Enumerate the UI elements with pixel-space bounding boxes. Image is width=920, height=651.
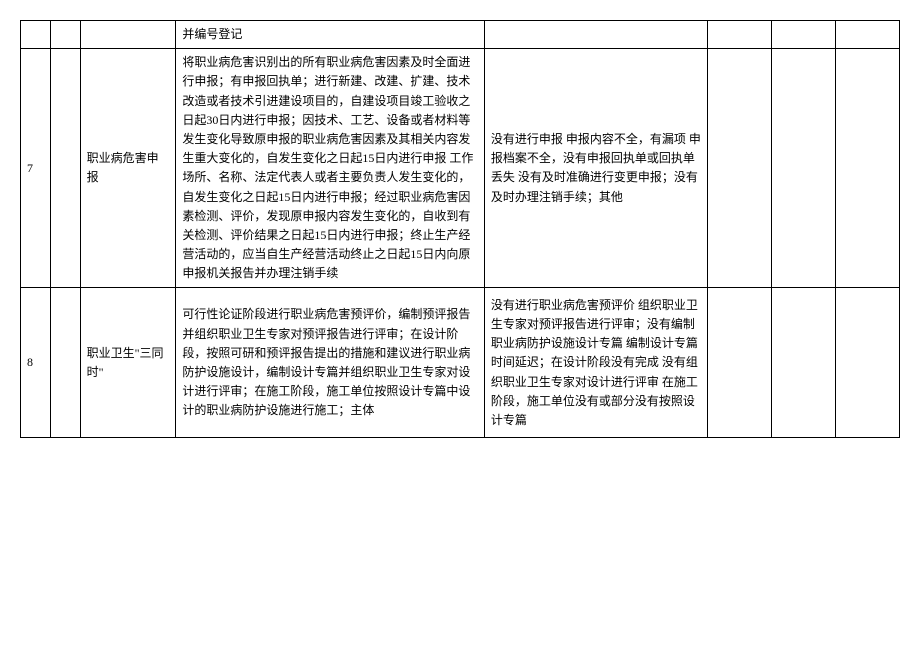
cell-content: 可行性论证阶段进行职业病危害预评价，编制预评报告并组织职业卫生专家对预评报告进行… — [176, 288, 485, 438]
cell-e2 — [772, 49, 836, 288]
cell-e2 — [772, 288, 836, 438]
cell-e3 — [836, 21, 900, 49]
cell-content: 并编号登记 — [176, 21, 485, 49]
main-table: 并编号登记 7 职业病危害申报 将职业病危害识别出的所有职业病危害因素及时全面进… — [20, 20, 900, 438]
table-row: 8 职业卫生"三同时" 可行性论证阶段进行职业病危害预评价，编制预评报告并组织职… — [21, 288, 900, 438]
page-container: 并编号登记 7 职业病危害申报 将职业病危害识别出的所有职业病危害因素及时全面进… — [20, 20, 900, 438]
cell-issue: 没有进行申报 申报内容不全，有漏项 申报档案不全，没有申报回执单或回执单丢失 没… — [484, 49, 707, 288]
cell-e1 — [708, 288, 772, 438]
table-row: 并编号登记 — [21, 21, 900, 49]
cell-name: 职业病危害申报 — [80, 49, 176, 288]
table-row: 7 职业病危害申报 将职业病危害识别出的所有职业病危害因素及时全面进行申报；有申… — [21, 49, 900, 288]
cell-issue — [484, 21, 707, 49]
cell-sub — [50, 21, 80, 49]
cell-name — [80, 21, 176, 49]
cell-e1 — [708, 21, 772, 49]
cell-num: 7 — [21, 49, 51, 288]
cell-e3 — [836, 49, 900, 288]
cell-sub — [50, 288, 80, 438]
cell-num — [21, 21, 51, 49]
cell-num: 8 — [21, 288, 51, 438]
cell-e1 — [708, 49, 772, 288]
cell-sub — [50, 49, 80, 288]
cell-issue: 没有进行职业病危害预评价 组织职业卫生专家对预评报告进行评审；没有编制职业病防护… — [484, 288, 707, 438]
cell-content: 将职业病危害识别出的所有职业病危害因素及时全面进行申报；有申报回执单；进行新建、… — [176, 49, 485, 288]
cell-e3 — [836, 288, 900, 438]
cell-e2 — [772, 21, 836, 49]
cell-name: 职业卫生"三同时" — [80, 288, 176, 438]
